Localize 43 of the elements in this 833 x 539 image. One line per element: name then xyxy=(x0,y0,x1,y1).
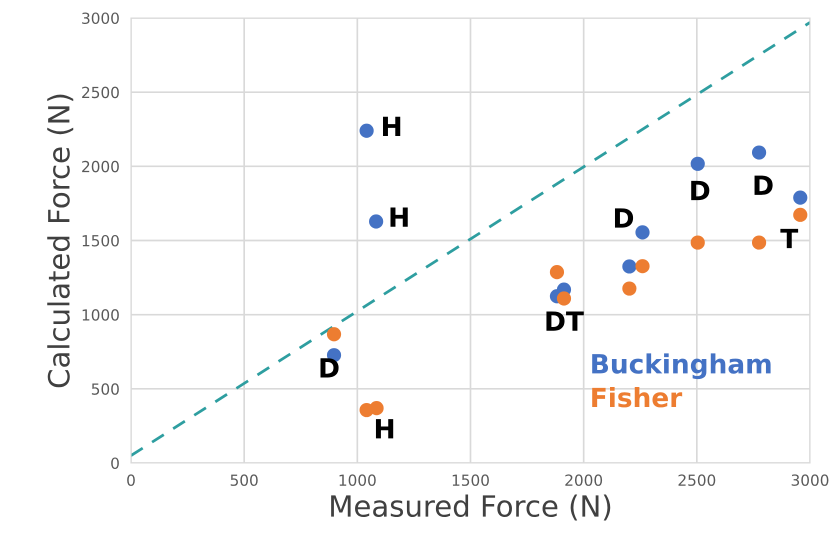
point xyxy=(752,235,766,250)
x-tick-label: 500 xyxy=(230,474,258,486)
x-tick-label: 2500 xyxy=(678,474,716,486)
text: Fisher xyxy=(592,387,682,408)
x-tick-label: 3000 xyxy=(792,474,828,486)
point xyxy=(369,401,384,416)
text: Buckingham xyxy=(592,353,771,380)
point xyxy=(369,214,384,229)
annotation: DT xyxy=(546,312,584,331)
point xyxy=(635,225,650,240)
annotation: H xyxy=(376,419,394,438)
annotation: H xyxy=(390,208,408,227)
y-tick-label: 3000 xyxy=(82,12,119,24)
annotation: T xyxy=(780,228,798,248)
x-tick-label: 2000 xyxy=(565,474,602,486)
annotation: H xyxy=(382,116,400,136)
y-axis-title: Calculated Force (N) xyxy=(47,94,74,388)
annotation: D xyxy=(691,180,710,200)
point xyxy=(752,145,766,160)
y-tick-label: 1500 xyxy=(82,234,119,247)
point xyxy=(622,259,636,274)
y-tick-label: 1000 xyxy=(82,309,119,321)
y-tick-label: 2000 xyxy=(82,160,119,172)
point xyxy=(635,259,650,274)
annotation: D xyxy=(614,208,634,228)
point xyxy=(550,264,564,280)
point xyxy=(556,291,572,306)
x-tick-label: 0 xyxy=(127,474,135,486)
annotation: D xyxy=(754,176,773,195)
y-tick-label: 0 xyxy=(111,457,119,470)
point xyxy=(360,124,374,138)
y-tick-label: 500 xyxy=(92,383,119,395)
point xyxy=(622,281,636,296)
point xyxy=(690,156,705,171)
x-axis-title: Measured Force (N) xyxy=(331,494,610,520)
point xyxy=(793,208,808,222)
annotation: D xyxy=(320,358,339,378)
point xyxy=(326,327,342,342)
x-tick-label: 1500 xyxy=(452,474,489,486)
point xyxy=(690,235,705,250)
x-tick-label: 1000 xyxy=(340,474,376,486)
y-tick-label: 2500 xyxy=(82,86,119,98)
point xyxy=(793,190,808,205)
